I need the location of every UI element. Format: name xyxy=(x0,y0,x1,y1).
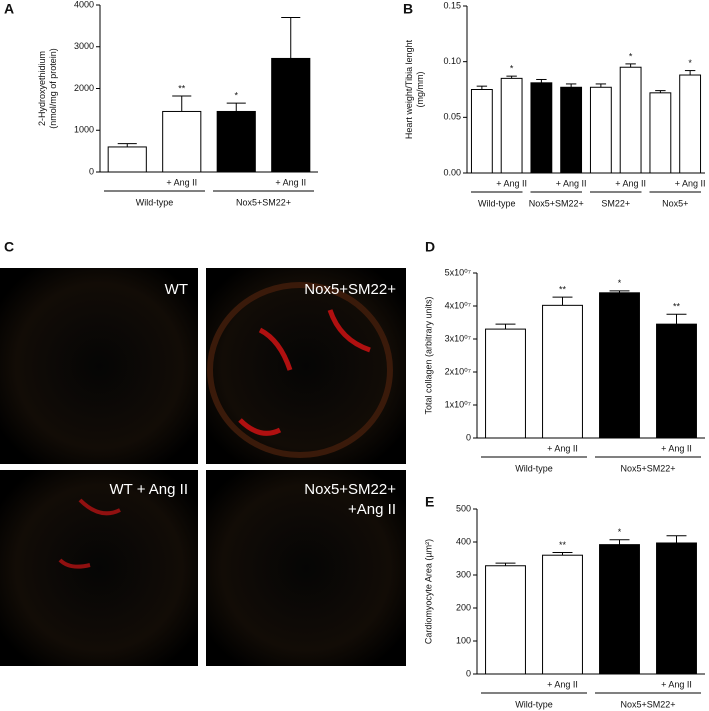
image-caption: +Ang II xyxy=(348,501,396,518)
group-label: SM22+ xyxy=(601,198,630,208)
y-tick-label: 0 xyxy=(466,668,471,678)
bar xyxy=(619,66,642,174)
group-label: Wild-type xyxy=(515,699,553,709)
y-tick-label: 0.05 xyxy=(443,112,461,122)
bar xyxy=(485,328,526,439)
micrographs xyxy=(0,268,406,666)
bar xyxy=(599,544,640,675)
group-label: Nox5+SM22+ xyxy=(620,463,675,473)
collagen-stain xyxy=(58,498,121,569)
panel-letter: E xyxy=(425,494,434,510)
y-axis-label: (mg/mm) xyxy=(415,72,425,108)
bar xyxy=(599,292,640,439)
micrograph xyxy=(0,268,198,464)
bar xyxy=(470,89,493,174)
bar xyxy=(589,86,612,174)
panel-letter: A xyxy=(4,1,14,17)
x-tick-label: + Ang II xyxy=(615,178,646,188)
annotation: ** xyxy=(559,540,567,550)
annotation: ** xyxy=(559,284,567,294)
bar xyxy=(271,57,311,173)
annotation: * xyxy=(618,278,622,288)
group-label: Nox5+ xyxy=(662,198,688,208)
bar xyxy=(542,554,583,675)
y-tick-label: 4000 xyxy=(74,0,94,9)
annotation: * xyxy=(618,527,622,537)
y-tick-label: 0.10 xyxy=(443,56,461,66)
y-tick-label: 0.15 xyxy=(443,0,461,10)
y-tick-label: 3000 xyxy=(74,41,94,51)
y-axis-label: Cardiomyocyte Area (µm²) xyxy=(423,539,433,644)
y-tick-label: 1x10⁰⁷ xyxy=(445,399,471,409)
tissue-ring xyxy=(207,282,393,458)
x-tick-label: + Ang II xyxy=(556,178,587,188)
bar xyxy=(542,304,583,439)
y-tick-label: 4x10⁰⁷ xyxy=(445,300,471,310)
y-tick-label: 3x10⁰⁷ xyxy=(445,333,471,343)
micrograph xyxy=(0,470,198,666)
bar xyxy=(656,323,697,439)
image-caption: Nox5+SM22+ xyxy=(304,481,396,498)
annotation: * xyxy=(688,58,692,68)
annotation: * xyxy=(510,64,514,74)
group-label: Wild-type xyxy=(136,197,174,207)
y-tick-label: 2000 xyxy=(74,83,94,93)
x-tick-label: + Ang II xyxy=(275,177,306,187)
y-tick-label: 0.00 xyxy=(443,167,461,177)
y-tick-label: 200 xyxy=(456,602,471,612)
group-label: Nox5+SM22+ xyxy=(236,197,291,207)
y-tick-label: 1000 xyxy=(74,125,94,135)
x-tick-label: + Ang II xyxy=(166,177,197,187)
micrograph xyxy=(206,470,406,666)
x-tick-label: + Ang II xyxy=(675,178,706,188)
bar xyxy=(649,92,672,174)
panel-letter: C xyxy=(4,239,14,255)
y-axis-label: 2-Hydroxyethidium xyxy=(37,51,47,126)
image-caption: WT xyxy=(165,281,188,298)
annotation: * xyxy=(234,90,238,100)
y-tick-label: 500 xyxy=(456,503,471,513)
bar xyxy=(485,565,526,675)
annotation: ** xyxy=(673,302,681,312)
y-tick-label: 400 xyxy=(456,536,471,546)
y-tick-label: 300 xyxy=(456,569,471,579)
bar xyxy=(216,110,256,173)
y-tick-label: 0 xyxy=(466,432,471,442)
x-tick-label: + Ang II xyxy=(661,443,692,453)
bar xyxy=(679,74,702,174)
collagen-stain xyxy=(238,309,371,436)
y-axis-label: Heart weight/Tibia lenght xyxy=(404,39,414,139)
panel-letter: B xyxy=(403,1,413,17)
group-label: Nox5+SM22+ xyxy=(620,699,675,709)
group-label: Wild-type xyxy=(515,463,553,473)
y-tick-label: 0 xyxy=(89,166,94,176)
x-tick-label: + Ang II xyxy=(496,178,527,188)
y-tick-label: 5x10⁰⁷ xyxy=(445,267,471,277)
annotation: ** xyxy=(178,83,186,93)
y-tick-label: 2x10⁰⁷ xyxy=(445,366,471,376)
annotation: * xyxy=(629,51,633,61)
panel-letter: D xyxy=(425,239,435,255)
x-tick-label: + Ang II xyxy=(661,679,692,689)
y-axis-label: Total collagen (arbitrary units) xyxy=(423,296,433,414)
x-tick-label: + Ang II xyxy=(547,443,578,453)
x-tick-label: + Ang II xyxy=(547,679,578,689)
bar xyxy=(162,110,202,173)
y-tick-label: 100 xyxy=(456,635,471,645)
bar xyxy=(656,542,697,675)
bar xyxy=(530,82,553,174)
group-label: Wild-type xyxy=(478,198,516,208)
image-caption: WT + Ang II xyxy=(109,481,188,498)
image-caption: Nox5+SM22+ xyxy=(304,281,396,298)
bar xyxy=(107,146,147,173)
group-label: Nox5+SM22+ xyxy=(529,198,584,208)
bar xyxy=(560,86,583,174)
y-axis-label: (nmol/mg of protein) xyxy=(48,48,58,129)
bar xyxy=(500,77,523,174)
